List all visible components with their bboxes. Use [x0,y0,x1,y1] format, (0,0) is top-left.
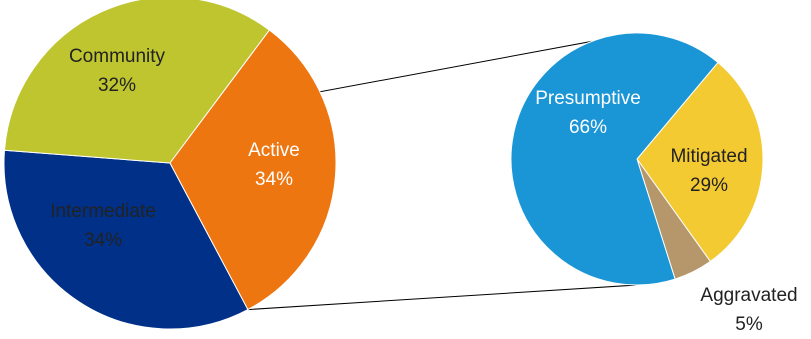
slice-value-label: 34% [255,169,293,190]
slice-labels: Active 34% Intermediate 34% Community 32% Miti… [50,46,797,335]
slice-name-label: Intermediate [50,201,156,222]
secondary-pie-slice-mitigated [636,61,764,263]
data-label-intermediate: Intermediate 34% [50,201,156,251]
slice-name-label: Presumptive [535,88,641,109]
slice-name-label: Mitigated [670,146,747,167]
data-label-aggravated: Aggravated 5% [700,285,797,335]
slice-name-label: Aggravated [700,285,797,306]
secondary-pie [510,32,764,286]
primary-pie [3,0,337,330]
slice-name-label: Active [248,140,300,161]
connector-line-bottom [247,284,638,311]
data-label-active: Active 34% [248,140,300,190]
data-label-community: Community 32% [69,46,166,96]
slice-value-label: 66% [569,117,607,138]
slice-value-label: 5% [735,314,763,335]
primary-pie-slice-community [169,29,337,311]
slice-value-label: 32% [98,75,136,96]
slice-value-label: 29% [690,175,728,196]
slice-name-label: Community [69,46,166,67]
secondary-pie-slice-presumptive [510,32,719,286]
data-label-mitigated: Mitigated 29% [670,146,747,196]
primary-pie-slice-intermediate [3,0,271,164]
data-label-presumptive: Presumptive 66% [535,88,641,138]
slice-value-label: 34% [84,230,122,251]
